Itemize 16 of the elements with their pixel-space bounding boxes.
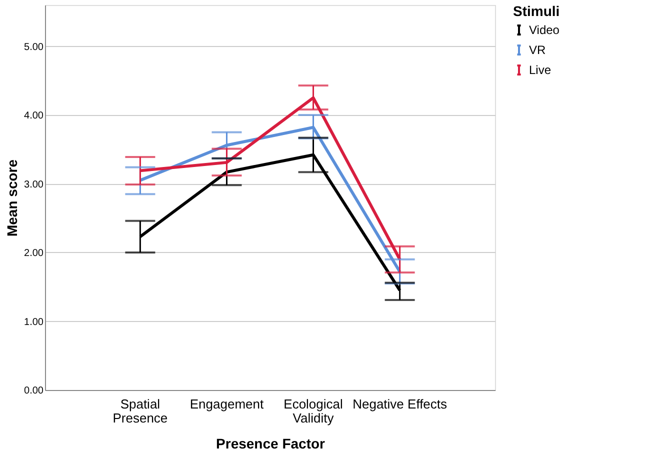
legend-label: VR: [529, 43, 546, 57]
y-tick-label: 2.00: [24, 248, 44, 259]
x-tick-label: Spatial Presence: [112, 396, 168, 426]
x-tick-label: Ecological Validity: [284, 396, 344, 426]
y-tick-label: 5.00: [24, 42, 44, 53]
y-tick-label: 1.00: [24, 316, 44, 328]
legend-label: Live: [529, 63, 552, 77]
y-tick-label: 0.00: [24, 386, 44, 396]
y-tick-label: 4.00: [24, 110, 44, 122]
y-axis-title: Mean score: [4, 159, 20, 237]
y-tick-label: 3.00: [24, 179, 44, 190]
x-tick-label: Engagement: [190, 396, 264, 412]
x-axis-title: Presence Factor: [216, 436, 326, 452]
x-tick-label: Negative Effects: [352, 396, 448, 412]
legend-label: Video: [529, 23, 560, 37]
legend-title: Stimuli: [513, 3, 560, 19]
